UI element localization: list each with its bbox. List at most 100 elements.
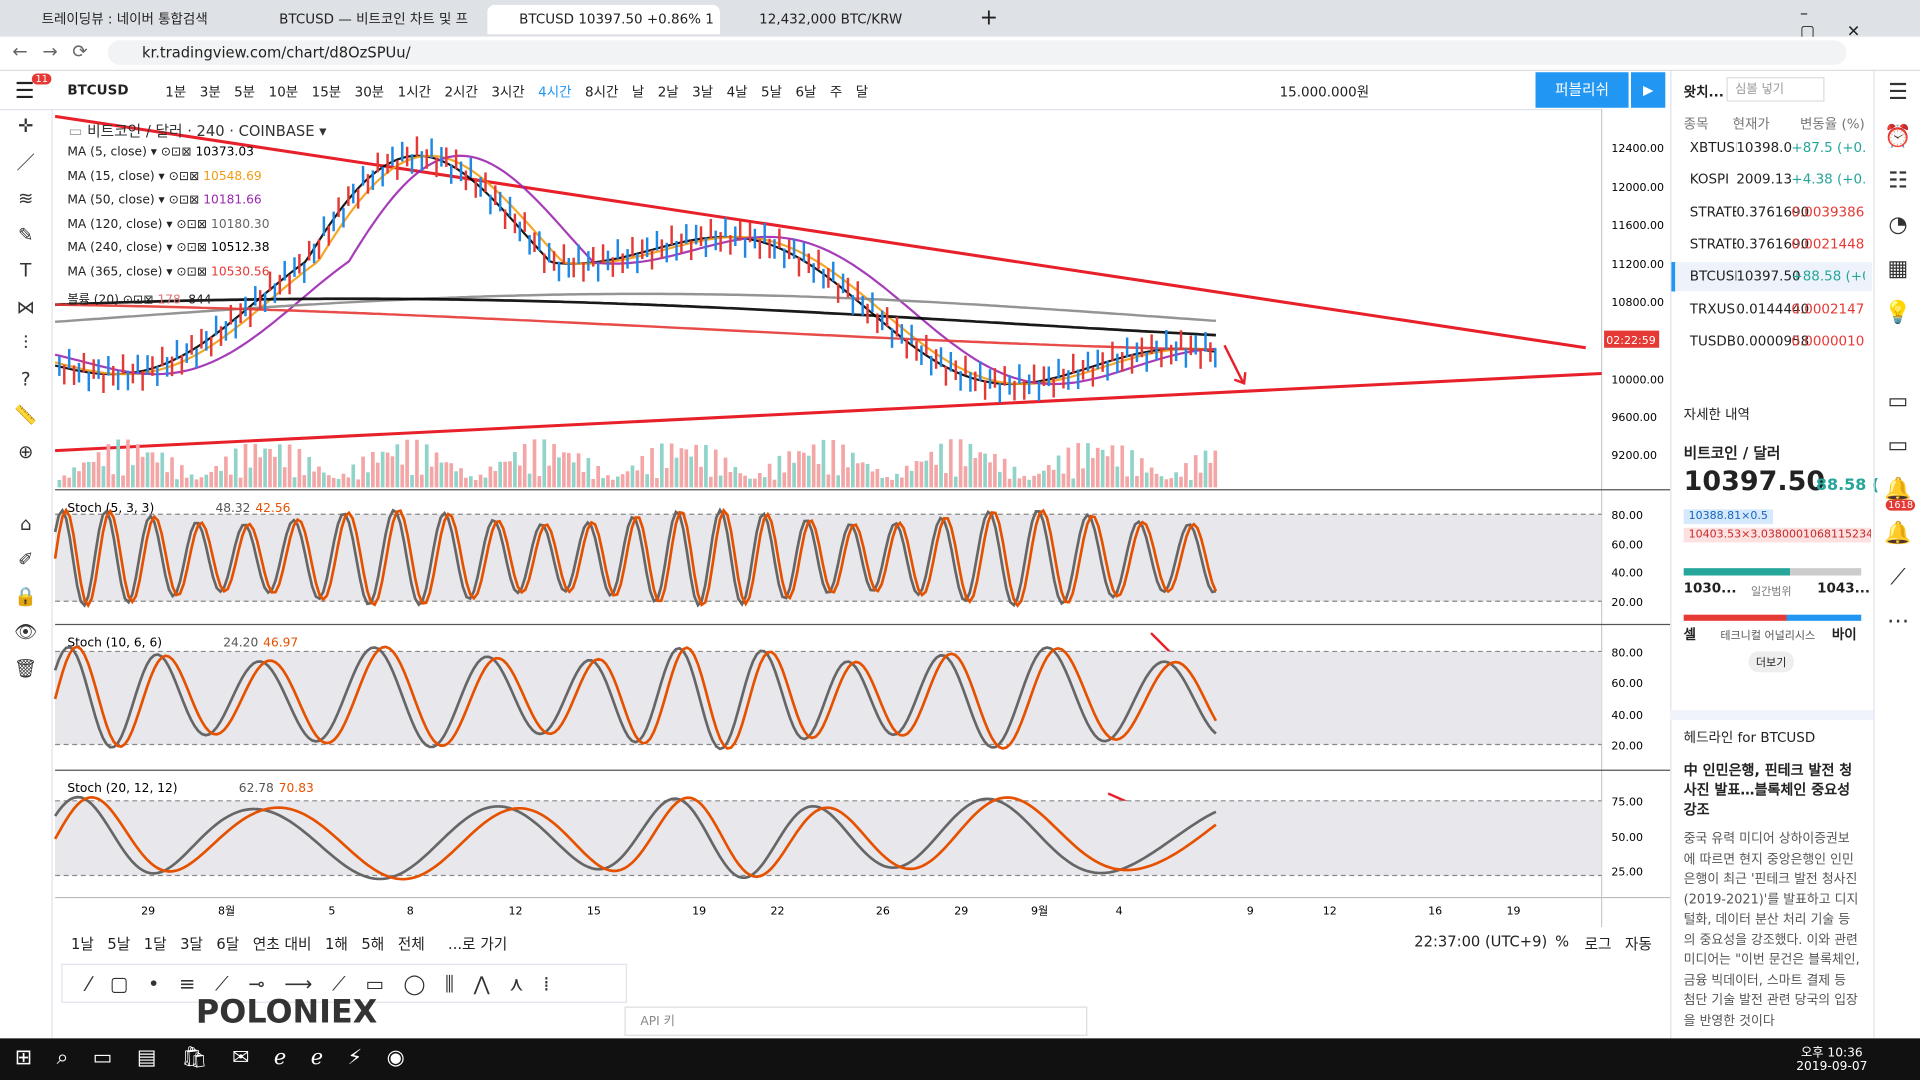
interval[interactable]: 4날 xyxy=(726,84,748,101)
volume-bar xyxy=(571,462,576,488)
nav-buttons[interactable]: ←→⟳ xyxy=(12,40,103,63)
range[interactable]: 1해 xyxy=(325,935,348,953)
watch-cell[interactable]: TRXUSD xyxy=(1689,300,1737,317)
new-tab[interactable]: + xyxy=(979,4,999,31)
url[interactable]: kr.tradingview.com/chart/d8OzSPUu/ xyxy=(142,44,411,62)
amount[interactable]: 15.000.000원 xyxy=(1279,84,1370,101)
volume-bar xyxy=(1051,469,1056,488)
clock: 오후 10:36 2019-09-07 xyxy=(1795,1042,1868,1074)
right-sidebar[interactable]: ☰ ⏰ ☷ ◔ ▦ 💡 ▭ ▭ 🔔 🔔 ⟋ ⋯ xyxy=(1873,71,1920,1039)
volume-bar xyxy=(297,449,302,488)
interval[interactable]: 6날 xyxy=(795,84,817,101)
volume-bar xyxy=(552,444,556,488)
volume-bar xyxy=(1184,463,1188,488)
interval[interactable]: 15분 xyxy=(311,84,342,101)
range[interactable]: 6달 xyxy=(216,935,240,953)
volume-bar xyxy=(792,462,796,488)
range[interactable]: 5날 xyxy=(107,935,131,953)
tab[interactable]: BTCUSD — 비트코인 차트 및 프 xyxy=(279,11,469,27)
watch-cell[interactable]: TUSDBTC xyxy=(1689,332,1737,349)
omnibox[interactable] xyxy=(107,40,1847,65)
date-tick: 9 xyxy=(1247,905,1254,918)
volume-bar xyxy=(841,444,845,488)
moving-average xyxy=(55,303,1216,352)
volume-bar xyxy=(228,474,233,488)
interval[interactable]: 8시간 xyxy=(585,84,619,101)
interval[interactable]: 2날 xyxy=(657,84,679,101)
watch-cell[interactable]: STRATBTC xyxy=(1689,236,1737,253)
menu[interactable]: ☰ xyxy=(14,78,35,105)
interval[interactable]: 30분 xyxy=(354,84,385,101)
volume-bar xyxy=(875,468,880,488)
volume-bar xyxy=(650,448,654,488)
interval[interactable]: 5분 xyxy=(234,84,256,101)
volume-bar xyxy=(821,439,826,488)
tab[interactable]: 12,432,000 BTC/KRW xyxy=(759,11,903,27)
watchlist-title[interactable]: 왓치... xyxy=(1683,84,1724,101)
volume-bar xyxy=(464,477,468,488)
replay-button[interactable]: ▶ xyxy=(1631,72,1666,108)
volume-bar xyxy=(415,439,419,488)
headline[interactable]: 中 인민은행, 핀테크 발전 청사진 발표…블록체인 중요성 강조 xyxy=(1683,761,1853,818)
watch-cell[interactable]: KOSPI xyxy=(1689,171,1730,188)
range-label: 일간범위 xyxy=(1751,586,1792,599)
range[interactable]: 1달 xyxy=(143,935,167,953)
bid: 10388.81×0.5 xyxy=(1683,509,1773,525)
volume-bar xyxy=(155,462,160,488)
volume-bar xyxy=(204,474,209,488)
range[interactable]: 1날 xyxy=(71,935,94,953)
publish-button[interactable]: 퍼블리쉬 xyxy=(1535,72,1629,108)
range[interactable]: 전체 xyxy=(397,935,425,953)
interval[interactable]: 4시간 xyxy=(538,84,572,101)
more-button[interactable]: 더보기 xyxy=(1748,651,1794,673)
volume-bar xyxy=(1135,476,1139,488)
volume-bar xyxy=(62,475,67,488)
drawing-toolbar[interactable]: ⁄▢•≡⟋⊸⟶⟋▭◯⫼⋀⋏⁞ xyxy=(61,963,627,1003)
ma-legend: MA (5, close) ▾ ⊙⊡⊠ 10373.03 xyxy=(67,146,269,170)
volume-bar xyxy=(331,477,336,488)
volume-bar xyxy=(645,474,649,488)
log[interactable]: 로그 xyxy=(1584,935,1612,953)
drawing-sidebar[interactable]: ✛ ／ ≋ ✎ T ⋈ ⫶? 📏 ⊕ ⌂ ✐ 🔒 👁 🗑 xyxy=(0,108,53,1039)
news-body: 중국 유력 미디어 상하이증권보에 따르면 현지 중앙은행인 인민은행이 최근 … xyxy=(1683,831,1860,1028)
interval[interactable]: 10분 xyxy=(268,84,299,101)
volume-bar xyxy=(581,471,586,488)
volume-bar xyxy=(77,471,81,488)
volume-bar xyxy=(209,471,214,488)
clock-date: 2019-09-07 xyxy=(1796,1060,1868,1074)
tab[interactable]: 트레이딩뷰 : 네이버 통합검색 xyxy=(41,11,208,27)
volume-bar xyxy=(1164,479,1169,488)
interval[interactable]: 1분 xyxy=(165,84,187,101)
watch-cell[interactable]: STRATBTC xyxy=(1689,203,1737,220)
volume-bar xyxy=(488,466,493,488)
interval[interactable]: 3날 xyxy=(692,84,714,101)
interval[interactable]: 3분 xyxy=(199,84,221,101)
date-tick: 29 xyxy=(141,905,155,918)
watch-cell[interactable]: BTCUSD xyxy=(1689,268,1737,285)
interval[interactable]: 주 xyxy=(829,84,843,101)
interval[interactable]: 날 xyxy=(631,84,645,101)
symbol-search[interactable]: 심볼 넣기 xyxy=(1726,77,1825,102)
tab-active[interactable]: BTCUSD 10397.50 +0.86% 1 xyxy=(487,4,721,35)
volume-bar xyxy=(625,471,630,488)
range[interactable]: 3달 xyxy=(180,935,203,953)
range-bar xyxy=(1683,568,1862,576)
interval[interactable]: 달 xyxy=(855,84,869,101)
percent[interactable]: % xyxy=(1555,933,1570,951)
api-input[interactable]: API 키 xyxy=(624,1006,1088,1036)
symbol[interactable]: BTCUSD xyxy=(67,82,129,98)
interval[interactable]: 1시간 xyxy=(397,84,432,101)
interval[interactable]: 5날 xyxy=(761,84,782,101)
auto[interactable]: 자동 xyxy=(1624,935,1652,953)
interval[interactable]: 2시간 xyxy=(444,84,478,101)
watch-cell: 10398.0 xyxy=(1736,139,1793,156)
range[interactable]: 연초 대비 xyxy=(252,935,312,953)
watch-cell[interactable]: XBTUSD xyxy=(1689,139,1737,156)
volume-bar xyxy=(669,443,674,488)
chart-title: ▭ 비트코인 / 달러 · 240 · COINBASE ▾ xyxy=(68,122,327,140)
range[interactable]: 5해 xyxy=(361,935,385,953)
volume-bar xyxy=(483,477,488,488)
taskbar-icons[interactable]: ⊞⌕▭▤🛍✉ℯℯ⚡◉ xyxy=(14,1045,430,1071)
volume-bar xyxy=(728,472,733,488)
interval[interactable]: 3시간 xyxy=(491,84,525,101)
